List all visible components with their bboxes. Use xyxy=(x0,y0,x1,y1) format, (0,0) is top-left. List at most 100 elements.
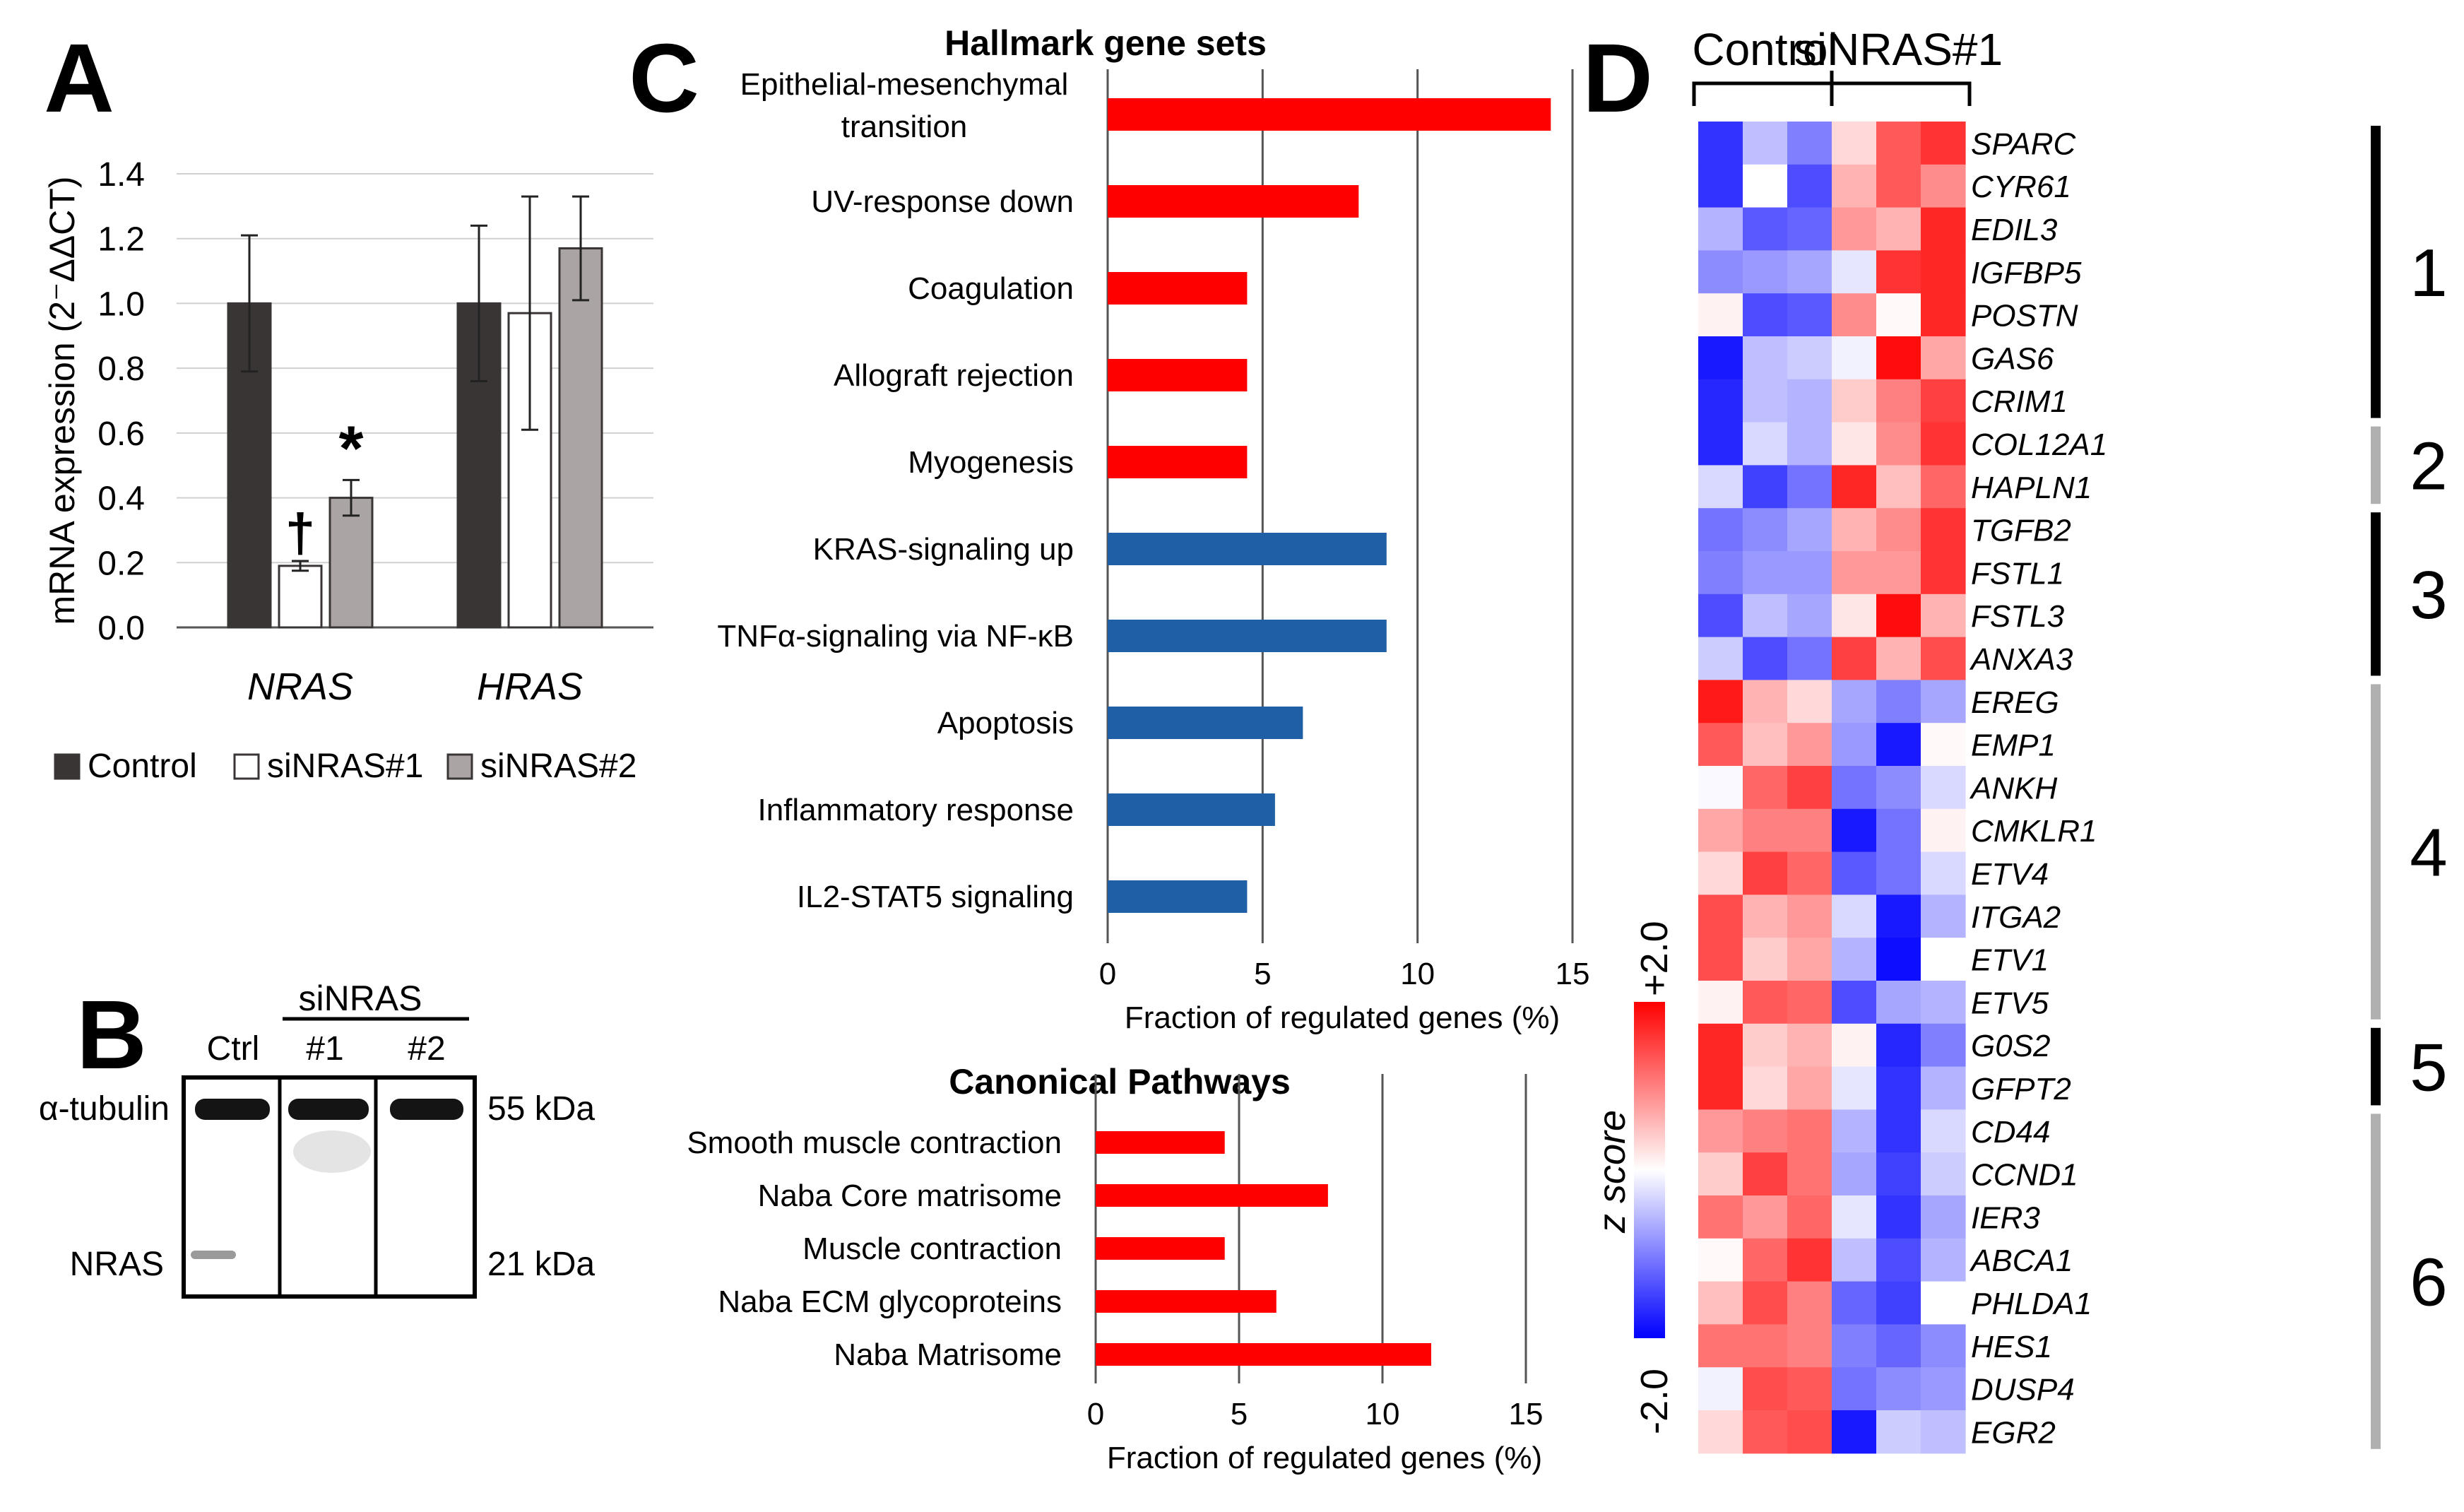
heatmap-cell xyxy=(1743,981,1788,1024)
y-tick-label: 0.6 xyxy=(97,415,145,453)
category-label-inflammatory-response: Inflammatory response xyxy=(757,793,1074,827)
heatmap-cell xyxy=(1832,1281,1877,1325)
heatmap-cell xyxy=(1743,122,1788,165)
heatmap-cell xyxy=(1743,465,1788,509)
heatmap-cell xyxy=(1698,593,1743,638)
heatmap-cell xyxy=(1743,1324,1788,1368)
heatmap-cell xyxy=(1698,1367,1743,1411)
heatmap-cell xyxy=(1787,250,1832,294)
heatmap-cell xyxy=(1787,207,1832,251)
heatmap-cell xyxy=(1743,1367,1788,1411)
heatmap-cell xyxy=(1743,1023,1788,1068)
heatmap-cell xyxy=(1832,766,1877,810)
gene-label-gfpt2: GFPT2 xyxy=(1971,1072,2071,1106)
colorbar-gradient xyxy=(1634,1002,1665,1338)
heatmap-cell xyxy=(1832,551,1877,595)
tubulin-band-1 xyxy=(288,1099,369,1120)
heatmap-cell xyxy=(1876,379,1921,423)
heatmap-cell xyxy=(1743,1152,1788,1196)
gene-label-etv4: ETV4 xyxy=(1971,857,2049,892)
heatmap-cell xyxy=(1698,551,1743,595)
heatmap-cell xyxy=(1743,1066,1788,1110)
x-tick-labels: 0 5 10 15 xyxy=(1087,1397,1544,1431)
heatmap-cell xyxy=(1743,637,1788,680)
panel-label-d: D xyxy=(1582,24,1653,133)
heatmap-cell xyxy=(1787,164,1832,208)
gene-label-ier3: IER3 xyxy=(1971,1200,2040,1235)
panel-label-b: B xyxy=(76,981,147,1089)
heatmap-cell xyxy=(1743,808,1788,853)
x-tick-label: 5 xyxy=(1231,1397,1248,1431)
x-axis-label: Fraction of regulated genes (%) xyxy=(1125,1000,1560,1035)
heatmap-cell xyxy=(1876,122,1921,165)
colorbar: +2.0 -2.0 z score xyxy=(1591,921,1676,1434)
gene-label-cyr61: CYR61 xyxy=(1971,170,2071,204)
x-tick-label: 0 xyxy=(1087,1397,1104,1431)
heatmap-cell xyxy=(1832,808,1877,853)
heatmap-cell xyxy=(1698,723,1743,767)
bar-epithelial-mesenchymal-transition xyxy=(1108,98,1551,131)
gene-label-postn: POSTN xyxy=(1971,299,2078,333)
heatmap-cell xyxy=(1787,422,1832,466)
gene-label-fstl1: FSTL1 xyxy=(1971,556,2064,591)
heatmap-cell xyxy=(1743,379,1788,423)
heatmap-cell xyxy=(1832,379,1877,423)
heatmap-cell xyxy=(1743,336,1788,380)
heatmap-cell xyxy=(1832,680,1877,723)
heatmap-cell xyxy=(1832,593,1877,638)
heatmap-cell xyxy=(1876,508,1921,552)
colorbar-label: z score xyxy=(1591,1110,1633,1234)
bars: †* xyxy=(227,195,603,629)
heatmap-cell xyxy=(1876,1066,1921,1110)
heatmap-cell xyxy=(1787,508,1832,552)
cluster-bar-2 xyxy=(2371,426,2381,504)
heatmap-cell xyxy=(1876,1152,1921,1196)
heatmap-cell xyxy=(1787,336,1832,380)
cluster-label-2: 2 xyxy=(2410,428,2447,504)
gene-label-tgfb2: TGFB2 xyxy=(1971,514,2071,548)
heatmap-cell xyxy=(1832,637,1877,680)
heatmap-cell xyxy=(1698,122,1743,165)
heatmap-cell xyxy=(1698,164,1743,208)
heatmap-cell xyxy=(1698,766,1743,810)
heatmap-cell xyxy=(1787,1023,1832,1068)
heatmap-cell xyxy=(1921,1195,1966,1239)
gene-label-hes1: HES1 xyxy=(1971,1330,2052,1364)
heatmap-cell xyxy=(1921,1109,1966,1153)
colorbar-min-label: -2.0 xyxy=(1633,1369,1676,1434)
heatmap-cell xyxy=(1876,1109,1921,1153)
gene-label-phlda1: PHLDA1 xyxy=(1971,1287,2092,1321)
heatmap-cell xyxy=(1921,766,1966,810)
panel-b-western-blot: siNRAS Ctrl #1 #2 α-tubulin NRAS 55 kDa … xyxy=(39,979,595,1299)
bar-il2-stat5-signaling xyxy=(1108,880,1248,913)
heatmap-cell xyxy=(1698,680,1743,723)
heatmap-cell xyxy=(1832,1152,1877,1196)
heatmap-cell xyxy=(1921,465,1966,509)
heatmap-cell xyxy=(1698,1023,1743,1068)
gene-label-cmklr1: CMKLR1 xyxy=(1971,814,2097,849)
heatmap-cell xyxy=(1832,1195,1877,1239)
heatmap-cell xyxy=(1876,593,1921,638)
heatmap-cell xyxy=(1698,894,1743,938)
cluster-label-6: 6 xyxy=(2410,1245,2447,1321)
heatmap-cell xyxy=(1876,1281,1921,1325)
heatmap-cell xyxy=(1787,851,1832,895)
gene-label-igfbp5: IGFBP5 xyxy=(1971,256,2082,290)
x-tick-labels: 0 5 10 15 xyxy=(1099,957,1590,991)
category-label-coagulation: Coagulation xyxy=(908,271,1074,306)
category-label-apoptosis: Apoptosis xyxy=(937,706,1074,740)
heatmap-cell xyxy=(1876,293,1921,337)
category-label-il2-stat5-signaling: IL2-STAT5 signaling xyxy=(797,880,1074,914)
heatmap-cell xyxy=(1921,593,1966,638)
heatmap-cell xyxy=(1832,851,1877,895)
heatmap-cell xyxy=(1787,593,1832,638)
gene-label-abca1: ABCA1 xyxy=(1969,1244,2073,1278)
gene-label-ereg: EREG xyxy=(1971,685,2059,720)
bar-myogenesis xyxy=(1108,446,1248,478)
heatmap-cell xyxy=(1832,1410,1877,1454)
heatmap-cell xyxy=(1698,1238,1743,1282)
heatmap-cells xyxy=(1698,122,1966,1454)
heatmap-cell xyxy=(1698,938,1743,981)
heatmap-cell xyxy=(1876,894,1921,938)
